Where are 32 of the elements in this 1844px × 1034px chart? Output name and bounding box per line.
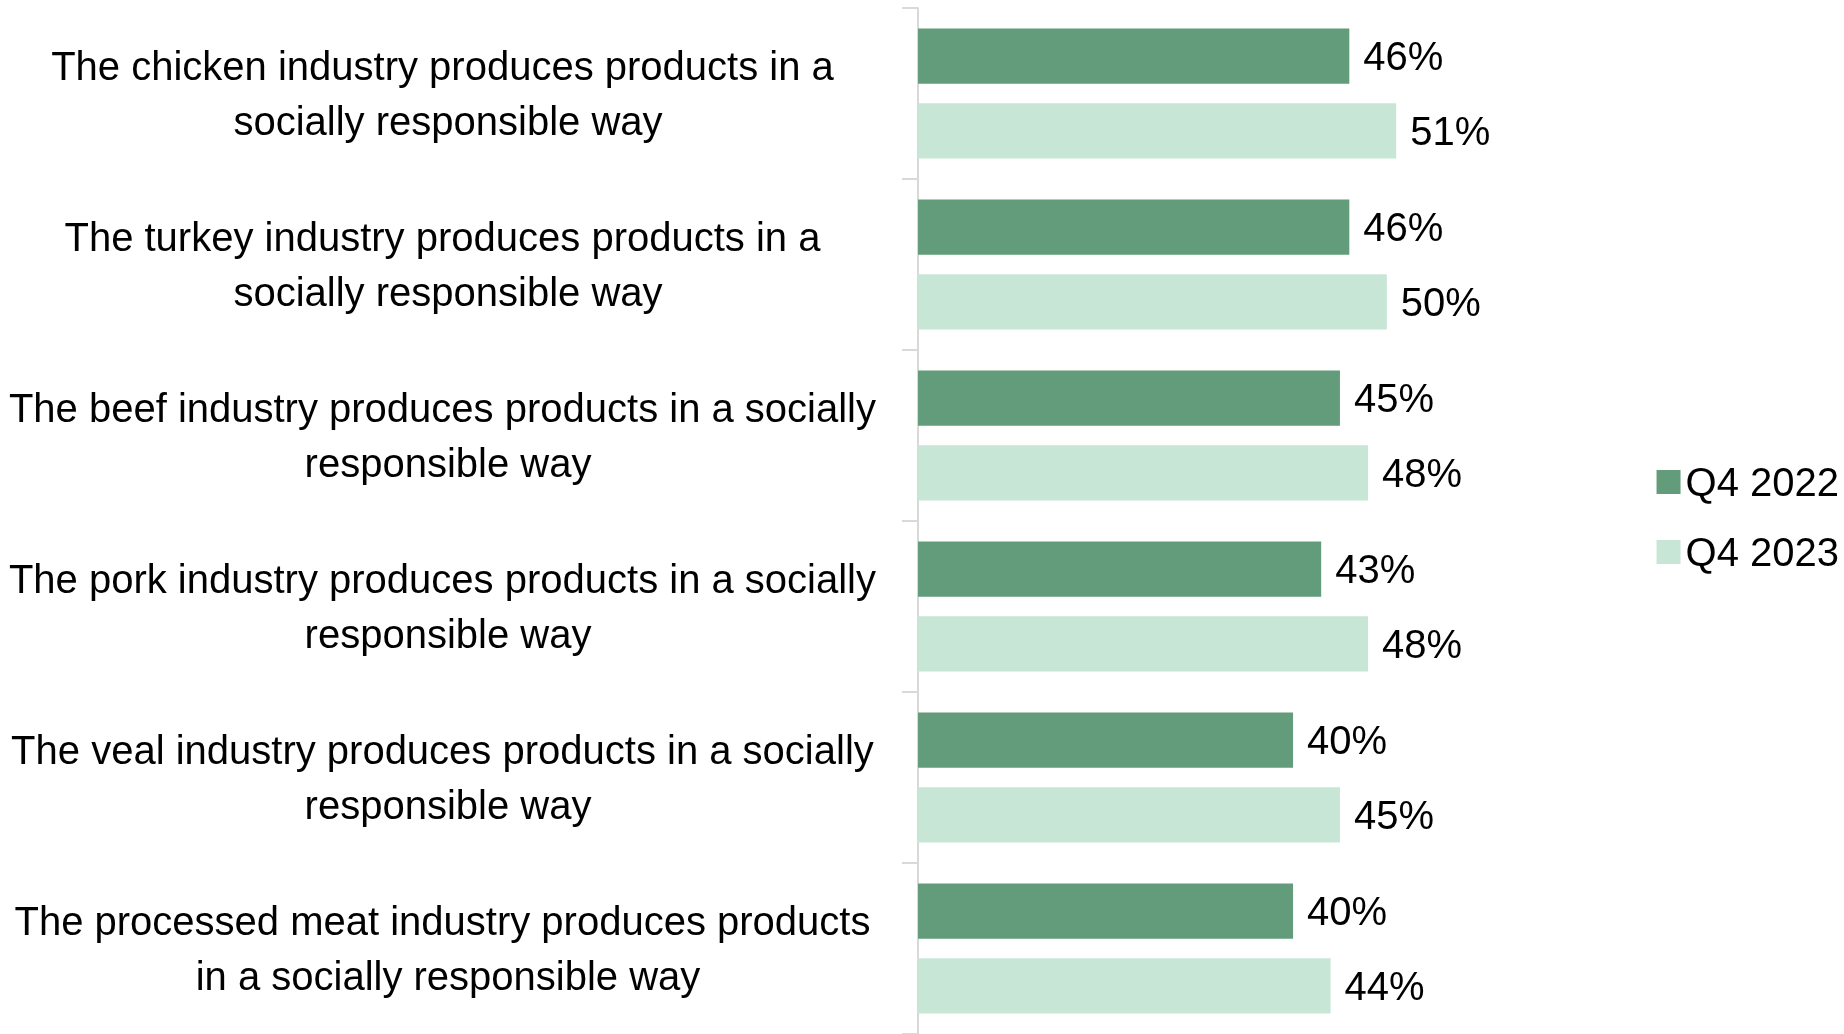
legend-label: Q4 2023 xyxy=(1685,530,1840,574)
data-label: 50% xyxy=(1400,279,1481,324)
data-label: 46% xyxy=(1363,205,1444,250)
data-label: 48% xyxy=(1382,450,1463,495)
y-tick-label: The pork industry produces products in a socially responsible way xyxy=(8,557,888,656)
data-label: 45% xyxy=(1353,792,1434,837)
y-tick-label: The veal industry produces products in a socially responsible way xyxy=(11,728,885,827)
bar xyxy=(918,445,1369,501)
bar xyxy=(918,787,1340,843)
data-label: 40% xyxy=(1307,718,1388,763)
data-label: 46% xyxy=(1363,34,1444,79)
data-label: 40% xyxy=(1307,889,1388,934)
bar xyxy=(918,199,1350,255)
bar xyxy=(918,274,1387,330)
y-tick-label: The processed meat industry produces products in a socially responsible way xyxy=(14,899,882,998)
bar xyxy=(918,28,1350,84)
data-label: 43% xyxy=(1335,547,1416,592)
data-label: 51% xyxy=(1410,108,1491,153)
y-tick-label: The turkey industry produces products in a socially responsible way xyxy=(64,215,832,314)
bar xyxy=(918,541,1322,597)
bar xyxy=(918,103,1397,159)
data-label: 44% xyxy=(1344,963,1425,1008)
y-tick-label: The chicken industry produces products in a socially responsible way xyxy=(51,44,845,143)
legend-label: Q4 2022 xyxy=(1685,460,1840,504)
bar xyxy=(918,712,1294,768)
bar xyxy=(918,883,1294,939)
bar xyxy=(918,370,1340,426)
data-label: 48% xyxy=(1382,621,1463,666)
bar xyxy=(918,616,1369,672)
data-label: 45% xyxy=(1353,376,1434,421)
bar xyxy=(918,958,1331,1014)
y-tick-label: The beef industry produces products in a socially responsible way xyxy=(8,386,888,485)
